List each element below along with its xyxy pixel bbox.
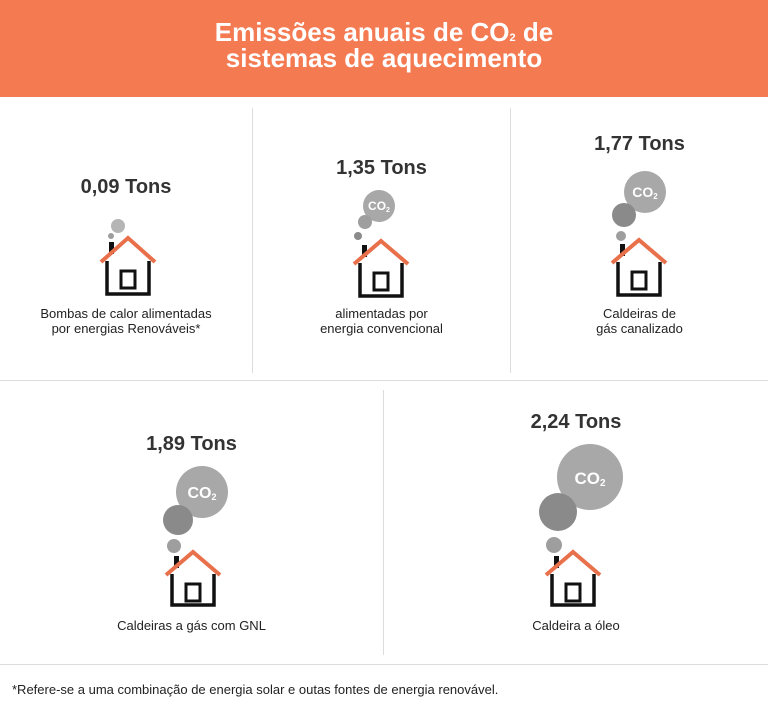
smoke-puff xyxy=(539,493,577,531)
category-label-line: Caldeiras de xyxy=(603,306,676,321)
bubble-label: CO2 xyxy=(574,469,606,489)
smoke-puff-icon xyxy=(612,203,636,241)
smoke-puff-icon xyxy=(354,215,372,240)
category-label-line: alimentadas por xyxy=(335,306,428,321)
smoke-puff-icon xyxy=(539,493,577,553)
value-label: 2,24 Tons xyxy=(530,411,622,433)
bubble-label: CO2 xyxy=(187,485,216,502)
category-label-line: energia convencional xyxy=(320,321,443,336)
value-label: 1,35 Tons xyxy=(336,157,427,179)
smoke-puff-icon xyxy=(108,219,125,239)
smoke-puff xyxy=(354,232,362,240)
smoke-puff xyxy=(163,505,193,535)
value-label: 1,89 Tons xyxy=(146,433,237,455)
category-label: Bombas de calor alimentadas por energias… xyxy=(0,306,252,336)
category-label-line: Bombas de calor alimentadas xyxy=(40,306,212,321)
smoke-puff xyxy=(546,537,562,553)
house-icon xyxy=(99,235,157,296)
co2-bubble xyxy=(557,444,623,510)
divider-vertical xyxy=(252,108,253,373)
co2-bubble-icon: CO2 xyxy=(624,171,666,213)
co2-bubble-icon: CO2 xyxy=(557,444,623,510)
smoke-puff xyxy=(358,215,372,229)
category-label: Caldeira a óleo xyxy=(384,618,768,633)
title-banner: Emissões anuais de CO2 de sistemas de aq… xyxy=(0,0,768,97)
co2-bubble xyxy=(363,190,395,222)
footnote: *Refere-se a uma combinação de energia s… xyxy=(12,682,499,697)
smoke-puff xyxy=(108,233,114,239)
house-icon xyxy=(610,237,668,297)
divider-vertical xyxy=(383,390,384,655)
chart-title-line-2: sistemas de aquecimento xyxy=(225,43,543,73)
co2-bubble-icon: CO2 xyxy=(176,466,228,518)
value-label: 0,09 Tons xyxy=(80,176,172,198)
category-label: Caldeiras a gás com GNL xyxy=(0,618,383,633)
emission-graphic: CO2 xyxy=(352,190,410,298)
category-label-line: Caldeiras a gás com GNL xyxy=(117,618,266,633)
category-label: alimentadas por energia convencional xyxy=(253,306,510,336)
house-icon xyxy=(164,549,222,607)
panel-conventional: 1,35 Tons CO2 alimentadas por energia co… xyxy=(253,97,510,380)
panel-piped-gas: 1,77 Tons CO2 Caldeiras de gás canalizad… xyxy=(511,97,768,380)
panel-heat-pump: 0,09 Tons Bombas de calor alimentadas po… xyxy=(0,97,252,380)
emission-graphic: CO2 xyxy=(163,466,228,607)
smoke-puff xyxy=(111,219,125,233)
smoke-puff xyxy=(612,203,636,227)
category-label-line: gás canalizado xyxy=(596,321,683,336)
bubble-label: CO2 xyxy=(368,199,390,214)
smoke-puff xyxy=(167,539,181,553)
divider-vertical xyxy=(510,108,511,373)
panel-lng-gas: 1,89 Tons CO2 Caldeiras a gás com GNL xyxy=(0,381,383,664)
divider-horizontal xyxy=(0,380,768,381)
bubble-label: CO2 xyxy=(632,184,658,201)
category-label: Caldeiras de gás canalizado xyxy=(511,306,768,336)
house-icon xyxy=(352,238,410,298)
emission-graphic: CO2 xyxy=(539,444,623,607)
house-icon xyxy=(544,549,602,607)
category-label-line: Caldeira a óleo xyxy=(532,618,620,633)
category-label-line: por energias Renováveis* xyxy=(51,321,201,336)
panel-oil-boiler: 2,24 Tons CO2 Caldeira a óleo xyxy=(384,381,768,664)
co2-bubble xyxy=(176,466,228,518)
co2-bubble xyxy=(624,171,666,213)
co2-bubble-icon: CO2 xyxy=(363,190,395,222)
divider-horizontal xyxy=(0,664,768,665)
smoke-puff-icon xyxy=(163,505,193,553)
emission-graphic: CO2 xyxy=(610,171,668,297)
emission-graphic xyxy=(99,219,157,296)
smoke-puff xyxy=(616,231,626,241)
chart-title-line-1: Emissões anuais de CO2 de xyxy=(214,17,554,47)
value-label: 1,77 Tons xyxy=(594,133,685,155)
